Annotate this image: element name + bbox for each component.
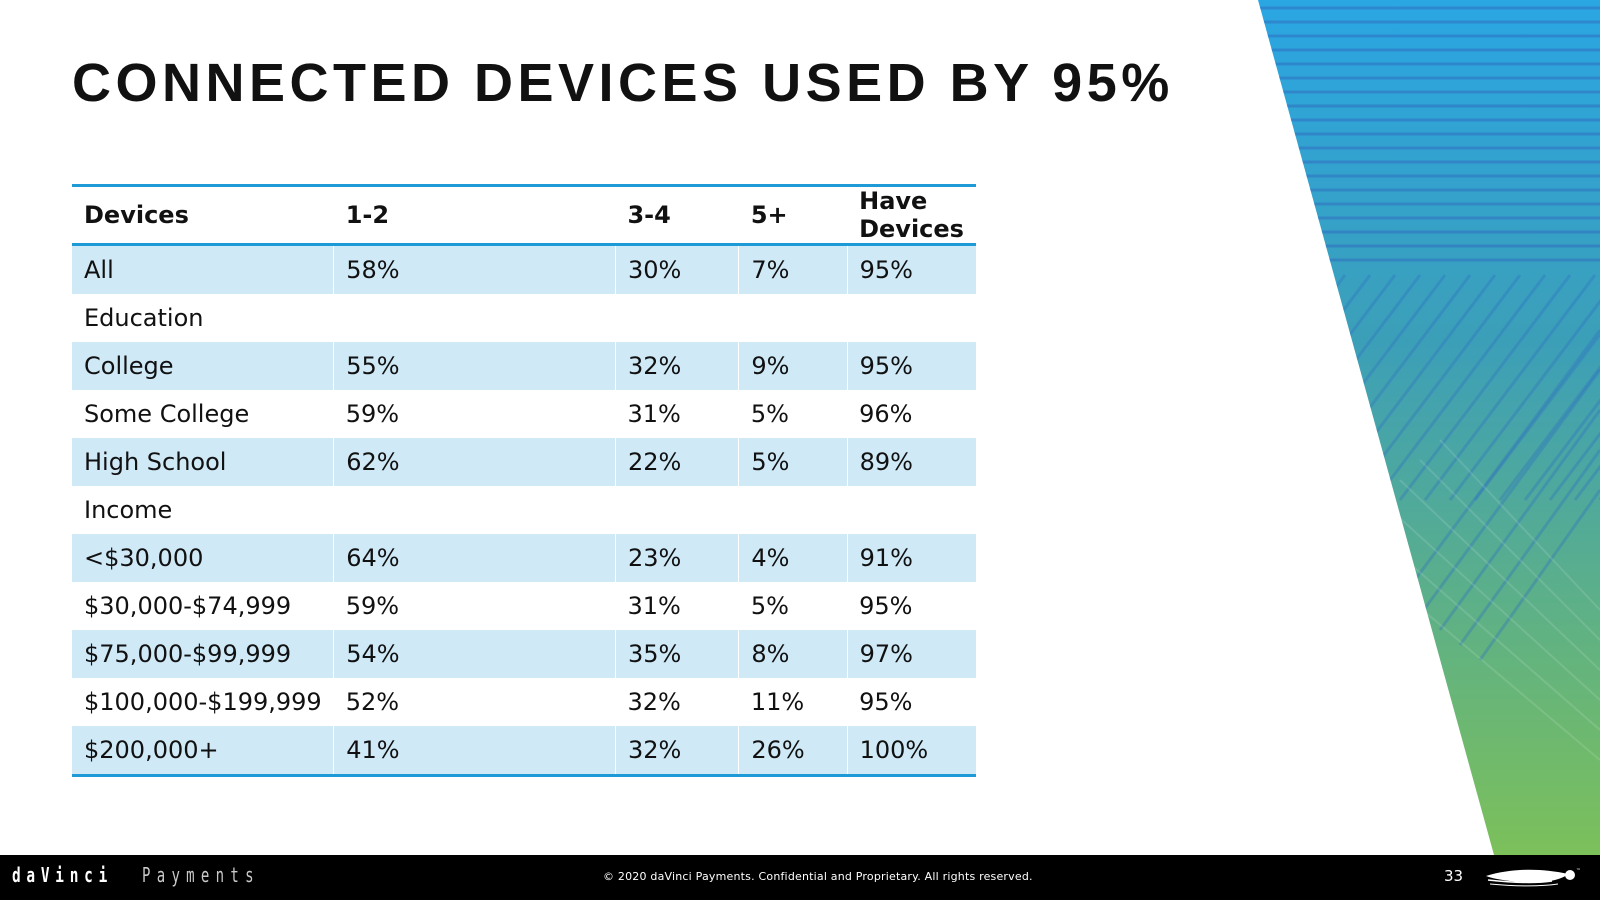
row-label: $75,000-$99,999: [72, 630, 334, 678]
svg-text:™: ™: [1576, 868, 1581, 874]
cell-5-plus: 9%: [738, 342, 848, 390]
cell-3-4: 35%: [614, 630, 739, 678]
header-devices: Devices: [72, 184, 334, 246]
cell-have-devices: 95%: [859, 592, 913, 620]
logo-wordmark-bold: daVinci: [12, 863, 114, 887]
section-label: Education: [84, 304, 204, 332]
cell-1-2: 54%: [333, 630, 616, 678]
cell-5-plus: 8%: [738, 630, 848, 678]
cell-3-4: 31%: [627, 400, 681, 428]
cell-have-devices: 95%: [846, 342, 976, 390]
slide-title: CONNECTED DEVICES USED BY 95%: [72, 53, 1174, 113]
row-label: College: [72, 342, 334, 390]
page-number: 33: [1444, 867, 1464, 885]
cell-5-plus: [739, 294, 847, 342]
logo-wordmark-light: Payments: [142, 863, 260, 887]
davinci-payments-logo: daVinci Payments: [12, 863, 254, 893]
table-row: <$30,000 64% 23% 4% 91%: [72, 534, 976, 582]
cell-have-devices: [847, 294, 976, 342]
cell-3-4: 32%: [614, 726, 739, 777]
cell-have-devices: 95%: [859, 688, 913, 716]
row-label: <$30,000: [72, 534, 334, 582]
cell-1-2: 59%: [345, 592, 400, 620]
cell-have-devices: 100%: [846, 726, 976, 777]
cell-1-2: 55%: [333, 342, 616, 390]
section-label: Income: [84, 496, 173, 524]
row-label: All: [72, 244, 334, 294]
table-row: $30,000-$74,999 59% 31% 5% 95%: [72, 582, 976, 630]
cell-5-plus: 26%: [738, 726, 848, 777]
header-3-4: 3-4: [615, 184, 739, 246]
table-section-row: Income: [72, 486, 976, 534]
table-row: All 58% 30% 7% 95%: [72, 244, 976, 294]
cell-5-plus: 11%: [750, 688, 805, 716]
table-row: $200,000+ 41% 32% 26% 100%: [72, 726, 976, 777]
header-1-2: 1-2: [333, 184, 616, 246]
table-row: $75,000-$99,999 54% 35% 8% 97%: [72, 630, 976, 678]
row-label: High School: [72, 438, 334, 486]
cell-1-2: [334, 294, 616, 342]
cell-1-2: 58%: [333, 244, 616, 294]
table-header-row: Devices 1-2 3-4 5+ Have Devices: [72, 184, 976, 246]
cell-3-4: 30%: [614, 244, 739, 294]
table-row: College 55% 32% 9% 95%: [72, 342, 976, 390]
row-label: $30,000-$74,999: [84, 592, 292, 620]
cell-5-plus: [739, 486, 847, 534]
cell-have-devices: [847, 486, 976, 534]
copyright-notice: © 2020 daVinci Payments. Confidential an…: [603, 870, 1033, 883]
cell-5-plus: 5%: [750, 592, 789, 620]
cell-1-2: 41%: [333, 726, 616, 777]
row-label: $100,000-$199,999: [84, 688, 322, 716]
brand-swoosh-icon: ™: [1486, 868, 1581, 887]
cell-1-2: 64%: [333, 534, 616, 582]
cell-3-4: [615, 294, 738, 342]
header-5-plus: 5+: [738, 184, 848, 246]
row-label: Some College: [84, 400, 250, 428]
cell-1-2: [334, 486, 616, 534]
cell-have-devices: 95%: [846, 244, 976, 294]
cell-have-devices: 91%: [846, 534, 976, 582]
row-label: $200,000+: [72, 726, 334, 777]
cell-5-plus: 5%: [750, 400, 789, 428]
table-row: Some College 59% 31% 5% 96%: [72, 390, 976, 438]
cell-have-devices: 97%: [846, 630, 976, 678]
cell-5-plus: 4%: [738, 534, 848, 582]
table-section-row: Education: [72, 294, 976, 342]
cell-1-2: 52%: [345, 688, 400, 716]
table-row: $100,000-$199,999 52% 32% 11% 95%: [72, 678, 976, 726]
cell-3-4: 22%: [614, 438, 739, 486]
cell-3-4: 32%: [614, 342, 739, 390]
devices-table: Devices 1-2 3-4 5+ Have Devices All 58% …: [72, 184, 976, 777]
footer-bar: daVinci Payments © 2020 daVinci Payments…: [0, 855, 1600, 900]
cell-3-4: 31%: [627, 592, 681, 620]
cell-1-2: 62%: [333, 438, 616, 486]
decorative-gradient-panel: [1258, 0, 1600, 855]
cell-have-devices: 96%: [859, 400, 913, 428]
cell-3-4: 32%: [627, 688, 681, 716]
table-row: High School 62% 22% 5% 89%: [72, 438, 976, 486]
header-have-devices: Have Devices: [847, 184, 976, 246]
cell-1-2: 59%: [345, 400, 400, 428]
cell-5-plus: 5%: [738, 438, 848, 486]
cell-have-devices: 89%: [846, 438, 976, 486]
cell-3-4: [615, 486, 738, 534]
cell-5-plus: 7%: [738, 244, 848, 294]
cell-3-4: 23%: [614, 534, 739, 582]
